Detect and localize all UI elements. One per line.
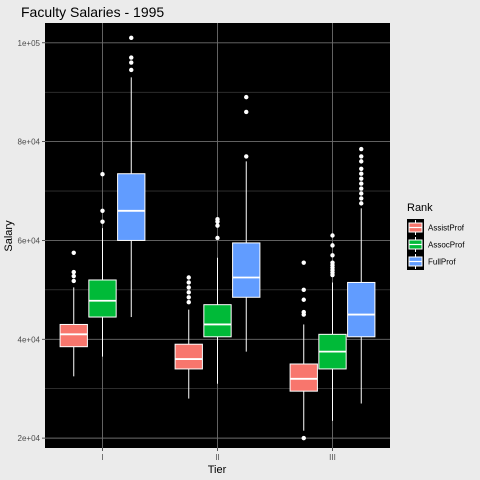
chart-title: Faculty Salaries - 1995	[21, 4, 164, 20]
outlier-point	[330, 253, 335, 258]
legend-item-assistprof: AssistProf	[407, 219, 465, 236]
legend-item-assocprof: AssocProf	[407, 236, 465, 253]
x-tick-label: I	[101, 453, 103, 462]
box-fullprof-iii	[347, 146, 376, 404]
outlier-point	[359, 196, 364, 201]
outlier-point	[186, 290, 191, 295]
outlier-point	[301, 297, 306, 302]
legend-label: AssocProf	[428, 241, 465, 250]
outlier-point	[100, 208, 105, 213]
box-iqr	[88, 279, 117, 318]
outlier-point	[186, 295, 191, 300]
outlier-point	[186, 280, 191, 285]
outlier-point	[330, 260, 335, 265]
legend-title: Rank	[407, 202, 433, 214]
legend-label: FullProf	[428, 258, 456, 267]
box-fullprof-ii	[232, 94, 261, 352]
outlier-point	[359, 159, 364, 164]
y-tick-label: 6e+04	[18, 236, 41, 245]
outlier-point	[100, 172, 105, 177]
x-axis: I II III	[101, 448, 336, 462]
box-fullprof-i	[117, 35, 146, 318]
outlier-point	[330, 243, 335, 248]
outlier-point	[244, 109, 249, 115]
legend-label: AssistProf	[428, 224, 465, 233]
outlier-point	[215, 235, 220, 241]
y-tick-label: 2e+04	[18, 434, 41, 443]
outlier-point	[186, 300, 191, 305]
box-iqr	[232, 242, 261, 298]
x-tick-label: II	[215, 453, 219, 462]
outlier-point	[359, 181, 364, 186]
outlier-point	[359, 154, 364, 159]
y-axis: 2e+04 4e+04 6e+04 8e+04 1e+05	[18, 39, 45, 443]
box-assocprof-i	[88, 172, 117, 357]
outlier-point	[215, 223, 220, 228]
box-assistprof-ii	[174, 275, 203, 399]
boxes	[59, 35, 376, 441]
box-iqr	[203, 304, 232, 338]
outlier-point	[359, 166, 364, 171]
outlier-point	[129, 55, 134, 60]
y-tick-label: 4e+04	[18, 335, 41, 344]
box-assistprof-iii	[289, 260, 318, 441]
legend-item-fullprof: FullProf	[407, 253, 456, 270]
box-iqr	[347, 281, 376, 338]
box-iqr	[289, 363, 318, 392]
outlier-point	[71, 273, 76, 279]
outlier-point	[359, 186, 364, 191]
outlier-point	[301, 309, 306, 315]
outlier-point	[186, 275, 191, 280]
outlier-point	[301, 287, 306, 293]
outlier-point	[100, 219, 105, 224]
outlier-point	[359, 176, 364, 181]
box-iqr	[174, 343, 203, 370]
outlier-point	[186, 285, 191, 290]
y-tick-label: 1e+05	[18, 39, 41, 48]
outlier-point	[244, 154, 249, 159]
x-tick-label: III	[329, 453, 336, 462]
outlier-point	[129, 67, 134, 73]
outlier-point	[129, 35, 134, 41]
box-assocprof-ii	[203, 216, 232, 384]
outlier-point	[301, 435, 306, 441]
x-axis-label: Tier	[208, 464, 227, 476]
outlier-point	[359, 201, 364, 206]
outlier-point	[71, 278, 76, 284]
outlier-point	[244, 94, 249, 100]
outlier-point	[215, 216, 220, 222]
outlier-point	[71, 269, 76, 275]
y-axis-label: Salary	[3, 220, 15, 252]
legend: Rank AssistProf AssocProf FullProf	[407, 202, 465, 270]
outlier-point	[330, 233, 335, 238]
outlier-point	[359, 171, 364, 176]
outlier-point	[359, 146, 364, 152]
box-assocprof-iii	[318, 233, 347, 421]
y-tick-label: 8e+04	[18, 138, 41, 147]
box-iqr	[59, 323, 88, 348]
outlier-point	[359, 191, 364, 196]
outlier-point	[129, 60, 134, 65]
outlier-point	[301, 260, 306, 265]
outlier-point	[71, 250, 76, 255]
box-iqr	[117, 173, 146, 241]
box-assistprof-i	[59, 250, 88, 377]
